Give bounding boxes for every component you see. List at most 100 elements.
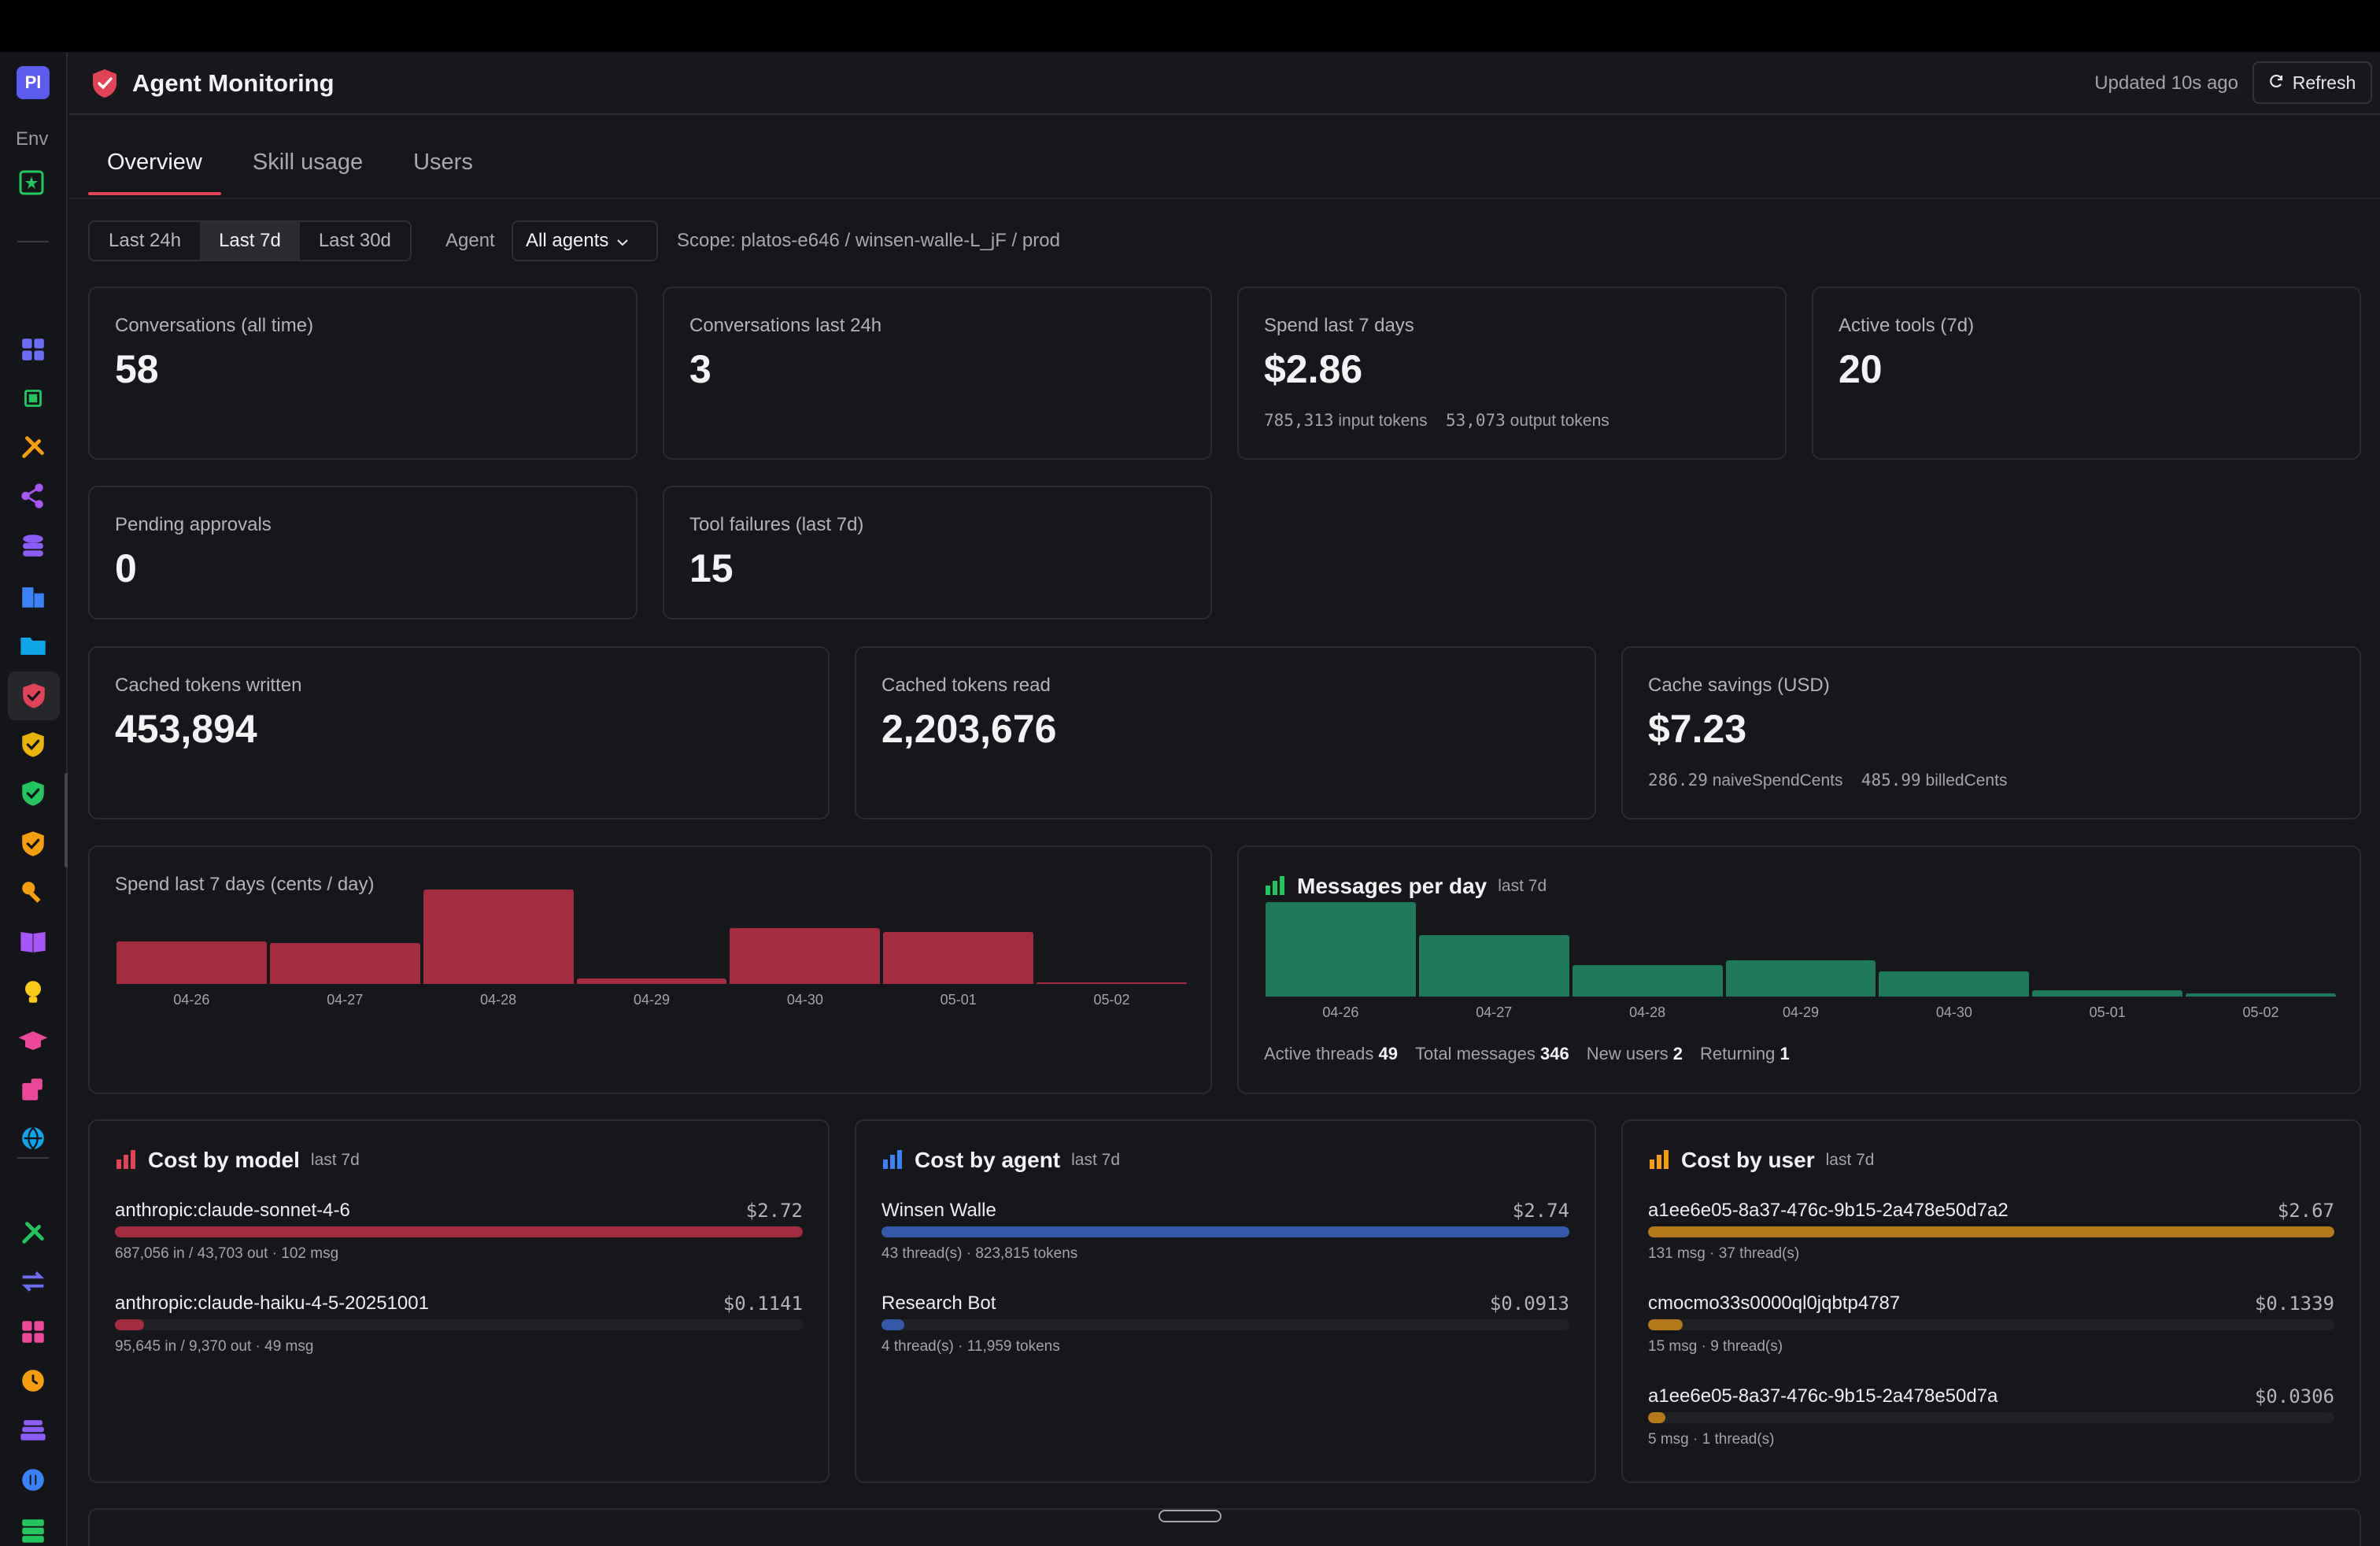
shield-check-green-icon[interactable] <box>17 778 49 809</box>
chart-bar <box>1266 902 1416 997</box>
scope-label: Scope: platos-e646 / winsen-walle-L_jF /… <box>677 230 1060 251</box>
graduation-icon[interactable] <box>17 1025 49 1056</box>
cost-item-name: Research Bot <box>881 1293 996 1314</box>
database-icon[interactable] <box>17 531 49 562</box>
cost-item: Research Bot $0.0913 4 thread(s) · 11,959 … <box>881 1293 1569 1379</box>
cost-item-meta: 4 thread(s) · 11,959 tokens <box>881 1338 1060 1355</box>
range-24h-button[interactable]: Last 24h <box>109 230 182 251</box>
globe-icon[interactable] <box>17 1123 49 1154</box>
cost-bar-fill <box>115 1319 144 1330</box>
tab-skill-usage[interactable]: Skill usage <box>252 150 364 175</box>
chart-subtitle: last 7d <box>1498 877 1547 895</box>
cost-bar-track <box>881 1319 1569 1330</box>
x-tick-label: 04-26 <box>1322 1004 1359 1020</box>
cost-item-amount: $0.1141 <box>722 1293 803 1315</box>
cost-bar-track <box>1648 1226 2334 1237</box>
chart-title: Spend last 7 days (cents / day) <box>115 874 375 895</box>
cost-item-name: Winsen Walle <box>881 1200 996 1221</box>
cost-item-name: a1ee6e05-8a37-476c-9b15-2a478e50d7a <box>1648 1385 1998 1407</box>
key-icon[interactable] <box>17 877 49 908</box>
x-tick-label: 04-27 <box>327 992 364 1008</box>
chart-bar <box>576 978 727 984</box>
server-icon[interactable] <box>17 1515 49 1546</box>
cost-item-name: a1ee6e05-8a37-476c-9b15-2a478e50d7a2 <box>1648 1200 2009 1221</box>
x-tick-label: 04-27 <box>1476 1004 1513 1020</box>
card-title: Cost by user <box>1681 1148 1815 1172</box>
apps-icon[interactable] <box>17 1316 49 1348</box>
tools-icon[interactable] <box>17 431 49 463</box>
top-bar <box>0 0 2380 52</box>
bar-chart-icon <box>115 1148 137 1173</box>
rail-scrollbar[interactable] <box>65 773 68 867</box>
stat-value: $2.86 <box>1264 347 1363 391</box>
stat-label: Cached tokens read <box>881 675 1051 696</box>
puzzle-icon[interactable] <box>17 1074 49 1105</box>
tab-overview[interactable]: Overview <box>88 143 221 195</box>
refresh-button[interactable]: Refresh <box>2252 61 2372 104</box>
refresh-label: Refresh <box>2292 72 2356 93</box>
cost-item-meta: 95,645 in / 9,370 out · 49 msg <box>115 1338 314 1355</box>
env-icon[interactable] <box>17 168 46 201</box>
card-title: Cost by agent <box>915 1148 1061 1172</box>
stat-label: Active tools (7d) <box>1839 315 1975 336</box>
chart-header: Messages per day last 7d <box>1264 874 1547 899</box>
folder-icon[interactable] <box>17 630 49 661</box>
cost-item-amount: $0.0913 <box>1489 1293 1569 1315</box>
range-30d-button[interactable]: Last 30d <box>318 230 391 251</box>
tab-users[interactable]: Users <box>413 150 473 175</box>
stat-label: Conversations (all time) <box>115 315 314 336</box>
cost-bar-track <box>115 1226 803 1237</box>
stat-returning: Returning 1 <box>1700 1044 1790 1063</box>
stat-value: 0 <box>115 546 137 590</box>
agent-select[interactable]: All agents <box>512 220 658 261</box>
stat-value: 453,894 <box>115 707 257 751</box>
lightbulb-icon[interactable] <box>17 976 49 1008</box>
cost-bar-fill <box>1648 1226 2334 1237</box>
chart-bar <box>269 943 420 984</box>
app-logo[interactable]: Pl <box>17 66 50 99</box>
card-subtitle: last 7d <box>1071 1151 1121 1169</box>
tools-green-icon[interactable] <box>17 1217 49 1248</box>
cost-item-amount: $2.74 <box>1512 1200 1569 1222</box>
stat-value: 15 <box>689 546 734 590</box>
x-tick-label: 04-28 <box>480 992 517 1008</box>
cost-by-agent-card: Cost by agent last 7d Winsen Walle $2.74 4… <box>855 1119 1596 1483</box>
shield-check-icon[interactable] <box>17 729 49 760</box>
stat-card-cache-savings: Cache savings (USD) $7.23 286.29 naiveSp… <box>1621 646 2361 819</box>
chevron-down-icon <box>616 230 629 252</box>
cost-bar-fill <box>115 1226 803 1237</box>
spend-chart-card: Spend last 7 days (cents / day) 04-26 04-… <box>88 845 1212 1094</box>
agent-select-value: All agents <box>526 230 609 251</box>
token-summary: 785,313 input tokens 53,073 output token… <box>1264 411 1609 430</box>
bar-chart-icon <box>881 1148 904 1173</box>
cost-item-meta: 5 msg · 1 thread(s) <box>1648 1431 1775 1448</box>
cost-item: a1ee6e05-8a37-476c-9b15-2a478e50d7a2 $2.6… <box>1648 1200 2334 1286</box>
share-icon[interactable] <box>17 480 49 512</box>
arrows-icon[interactable] <box>17 1266 49 1297</box>
building-icon[interactable] <box>17 581 49 612</box>
dashboard-icon[interactable] <box>17 334 49 365</box>
cost-item-meta: 687,056 in / 43,703 out · 102 msg <box>115 1245 339 1262</box>
cost-bar-track <box>1648 1319 2334 1330</box>
clock-icon[interactable] <box>17 1365 49 1396</box>
resize-handle[interactable] <box>1159 1510 1221 1522</box>
chart-bar <box>730 928 881 984</box>
cost-bar-fill <box>1648 1412 1665 1423</box>
range-selector: Last 24h Last 7d Last 30d <box>88 220 412 261</box>
cost-bar-track <box>1648 1412 2334 1423</box>
stat-card-tool-failures: Tool failures (last 7d) 15 <box>663 486 1212 620</box>
page-header: Agent Monitoring Updated 10s ago Refresh <box>69 52 2380 115</box>
shield-monitor-icon[interactable] <box>8 671 60 720</box>
chip-icon[interactable] <box>17 383 49 414</box>
pause-icon[interactable] <box>17 1464 49 1496</box>
cost-item-name: anthropic:claude-sonnet-4-6 <box>115 1200 350 1221</box>
cost-item-name: anthropic:claude-haiku-4-5-20251001 <box>115 1293 429 1314</box>
book-icon[interactable] <box>17 926 49 957</box>
cost-item-meta: 43 thread(s) · 823,815 tokens <box>881 1245 1078 1262</box>
shield-check-orange-icon[interactable] <box>17 828 49 860</box>
card-subtitle: last 7d <box>310 1151 360 1169</box>
range-7d-button[interactable]: Last 7d <box>200 222 300 260</box>
cents-summary: 286.29 naiveSpendCents 485.99 billedCent… <box>1648 771 2008 790</box>
chart-bar <box>116 941 267 984</box>
layers-icon[interactable] <box>17 1414 49 1445</box>
